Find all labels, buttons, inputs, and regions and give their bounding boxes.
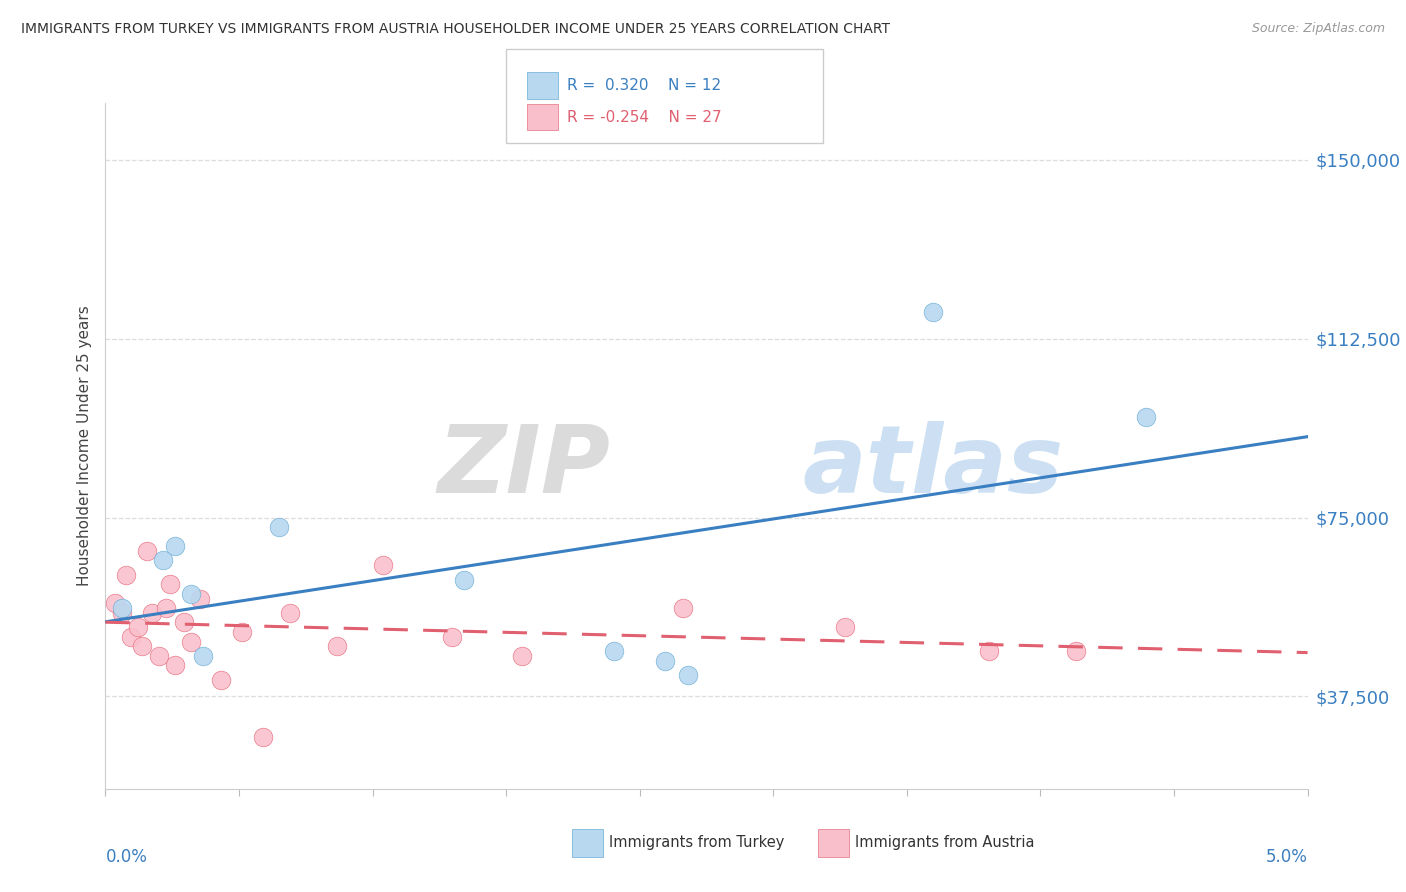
Point [115,567,138,582]
Point [148,648,170,663]
Point [209,673,232,687]
Point [1135,410,1157,425]
Point [188,591,211,606]
Point [672,601,695,615]
Text: R =  0.320    N = 12: R = 0.320 N = 12 [567,78,721,94]
Text: Source: ZipAtlas.com: Source: ZipAtlas.com [1251,22,1385,36]
Point [603,644,626,658]
Point [163,539,186,553]
Point [371,558,394,573]
Point [120,630,142,644]
Point [441,630,464,644]
Point [163,658,186,673]
Point [510,648,533,663]
Point [1066,644,1088,658]
Text: 0.0%: 0.0% [105,847,148,866]
Point [159,577,181,591]
Text: R = -0.254    N = 27: R = -0.254 N = 27 [567,110,721,125]
Text: Immigrants from Austria: Immigrants from Austria [855,836,1035,850]
Point [180,587,202,601]
Text: atlas: atlas [803,421,1064,513]
Point [111,601,134,615]
Text: IMMIGRANTS FROM TURKEY VS IMMIGRANTS FROM AUSTRIA HOUSEHOLDER INCOME UNDER 25 YE: IMMIGRANTS FROM TURKEY VS IMMIGRANTS FRO… [21,22,890,37]
Text: Immigrants from Turkey: Immigrants from Turkey [609,836,785,850]
Point [152,553,174,567]
Point [922,305,945,319]
Text: ZIP: ZIP [437,421,610,513]
Point [280,606,302,620]
Point [155,601,177,615]
Point [127,620,149,634]
Point [180,634,202,648]
Point [191,648,214,663]
Point [136,544,159,558]
Point [131,640,153,654]
Y-axis label: Householder Income Under 25 years: Householder Income Under 25 years [76,306,91,586]
Point [654,654,676,668]
Point [676,668,699,682]
Point [252,730,274,744]
Point [325,640,347,654]
Point [111,606,134,620]
Point [173,615,195,630]
Point [267,520,290,534]
Point [231,625,253,640]
Point [977,644,1000,658]
Point [834,620,856,634]
Text: 5.0%: 5.0% [1265,847,1308,866]
Point [141,606,163,620]
Point [453,573,475,587]
Point [104,596,127,610]
